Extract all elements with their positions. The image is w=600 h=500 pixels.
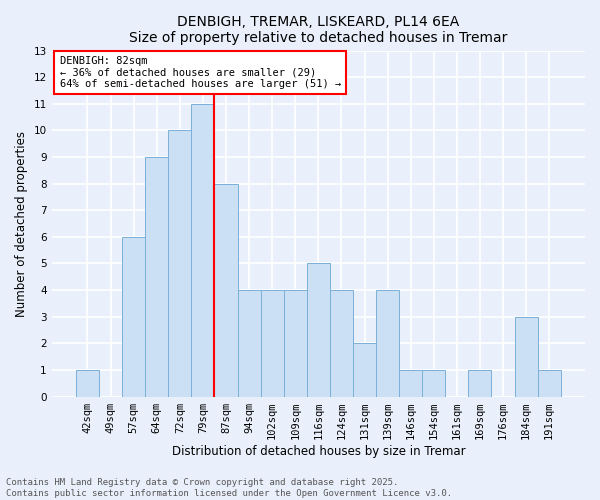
Y-axis label: Number of detached properties: Number of detached properties	[15, 130, 28, 316]
Bar	[399, 370, 422, 396]
Bar	[307, 264, 330, 396]
Bar	[145, 157, 168, 396]
Bar	[284, 290, 307, 397]
Bar	[260, 290, 284, 397]
Bar	[214, 184, 238, 396]
Bar	[191, 104, 214, 397]
Text: Contains HM Land Registry data © Crown copyright and database right 2025.
Contai: Contains HM Land Registry data © Crown c…	[6, 478, 452, 498]
Text: DENBIGH: 82sqm
← 36% of detached houses are smaller (29)
64% of semi-detached ho: DENBIGH: 82sqm ← 36% of detached houses …	[59, 56, 341, 89]
Bar	[168, 130, 191, 396]
Bar	[422, 370, 445, 396]
X-axis label: Distribution of detached houses by size in Tremar: Distribution of detached houses by size …	[172, 444, 465, 458]
Bar	[376, 290, 399, 397]
Bar	[76, 370, 99, 396]
Bar	[469, 370, 491, 396]
Bar	[238, 290, 260, 397]
Title: DENBIGH, TREMAR, LISKEARD, PL14 6EA
Size of property relative to detached houses: DENBIGH, TREMAR, LISKEARD, PL14 6EA Size…	[129, 15, 508, 45]
Bar	[353, 344, 376, 396]
Bar	[330, 290, 353, 397]
Bar	[515, 316, 538, 396]
Bar	[122, 237, 145, 396]
Bar	[538, 370, 561, 396]
